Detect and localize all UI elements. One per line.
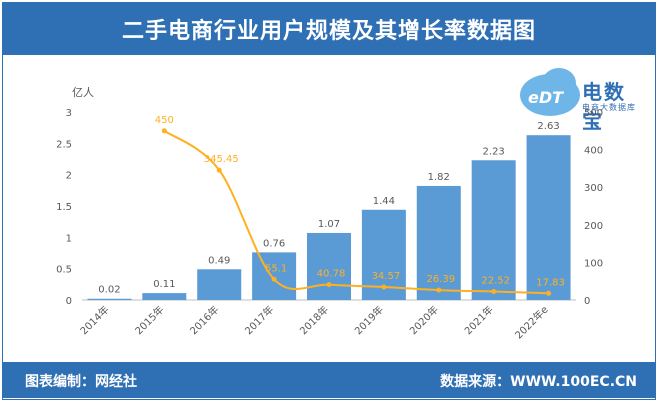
- y-right-tick-label: 400: [584, 146, 603, 157]
- bar-value-label: 0.02: [98, 285, 120, 296]
- growth-rate-label: 17.83: [536, 277, 565, 288]
- footer-data-source: 数据来源：WWW.100EC.CN: [440, 374, 637, 390]
- y-left-tick-label: 3: [66, 108, 72, 119]
- growth-rate-label: 55.1: [265, 263, 287, 274]
- x-tick-label: 2015年: [132, 303, 166, 337]
- bar-value-label: 0.76: [263, 238, 285, 249]
- bar: [526, 135, 571, 300]
- growth-rate-label: 40.78: [317, 269, 346, 280]
- x-tick-label: 2020年: [407, 303, 441, 337]
- growth-rate-line: [163, 129, 549, 295]
- y-left-tick-label: 0.5: [56, 265, 72, 276]
- x-tick-label: 2021年: [462, 303, 496, 337]
- x-tick-label: 2022年e: [512, 303, 551, 342]
- growth-rate-label: 345.45: [204, 154, 239, 165]
- footer-bar: 图表编制：网经社 数据来源：WWW.100EC.CN: [3, 362, 655, 398]
- growth-rate-point: [491, 289, 497, 295]
- y-axis-unit-label: 亿人: [72, 86, 94, 99]
- bar-value-label: 1.44: [373, 196, 395, 207]
- y-left-tick-label: 2.5: [56, 139, 72, 150]
- bar: [252, 252, 297, 300]
- bar-value-label: 2.63: [537, 121, 559, 132]
- brand-logo: eDT 电数宝 电商大数据库: [520, 68, 645, 133]
- bar-value-label: 2.23: [483, 146, 505, 157]
- growth-rate-point: [216, 167, 222, 173]
- y-right-tick-label: 200: [584, 221, 603, 232]
- growth-rate-point: [381, 284, 387, 290]
- bar: [416, 185, 461, 300]
- y-left-tick-label: 0: [66, 296, 72, 307]
- x-tick-label: 2018年: [297, 303, 331, 337]
- logo-name: 电数宝: [582, 80, 626, 133]
- bar: [197, 269, 242, 300]
- footer-source-compiler: 图表编制：网经社: [25, 374, 137, 390]
- cloud-icon-top: [542, 68, 576, 98]
- growth-rate-point: [326, 282, 332, 288]
- bar: [87, 298, 132, 300]
- logo-subtitle: 电商大数据库: [582, 103, 636, 112]
- y-left-tick-label: 2: [66, 171, 72, 182]
- y-right-tick-label: 500: [584, 108, 603, 119]
- y-left-tick-label: 1: [66, 233, 72, 244]
- bar: [307, 232, 351, 300]
- page-title: 二手电商行业用户规模及其增长率数据图: [121, 19, 536, 44]
- growth-rate-point: [546, 290, 552, 296]
- x-tick-label: 2014年: [77, 303, 111, 337]
- y-right-tick-label: 0: [584, 296, 590, 307]
- y-left-tick-label: 1.5: [56, 202, 72, 213]
- growth-rate-point: [271, 276, 277, 282]
- bar: [471, 160, 516, 300]
- growth-rate-label: 450: [155, 115, 174, 126]
- logo-mark: eDT: [528, 88, 564, 107]
- y-right-tick-label: 300: [584, 183, 603, 194]
- bar-value-label: 1.82: [428, 172, 450, 183]
- x-tick-label: 2019年: [352, 303, 386, 337]
- growth-rate-label: 26.39: [426, 274, 455, 285]
- growth-rate-label: 34.57: [372, 271, 401, 282]
- x-tick-label: 2016年: [187, 303, 221, 337]
- bar-value-label: 0.11: [153, 279, 175, 290]
- y-right-tick-label: 100: [584, 258, 603, 269]
- growth-rate-label: 22.52: [481, 276, 510, 287]
- bar-value-label: 0.49: [208, 255, 230, 266]
- bar-value-label: 1.07: [318, 219, 340, 230]
- bar: [142, 293, 187, 300]
- growth-rate-point: [161, 128, 167, 134]
- growth-rate-point: [436, 287, 442, 293]
- x-tick-label: 2017年: [242, 303, 276, 337]
- chart-title-bar: 二手电商行业用户规模及其增长率数据图: [3, 3, 655, 55]
